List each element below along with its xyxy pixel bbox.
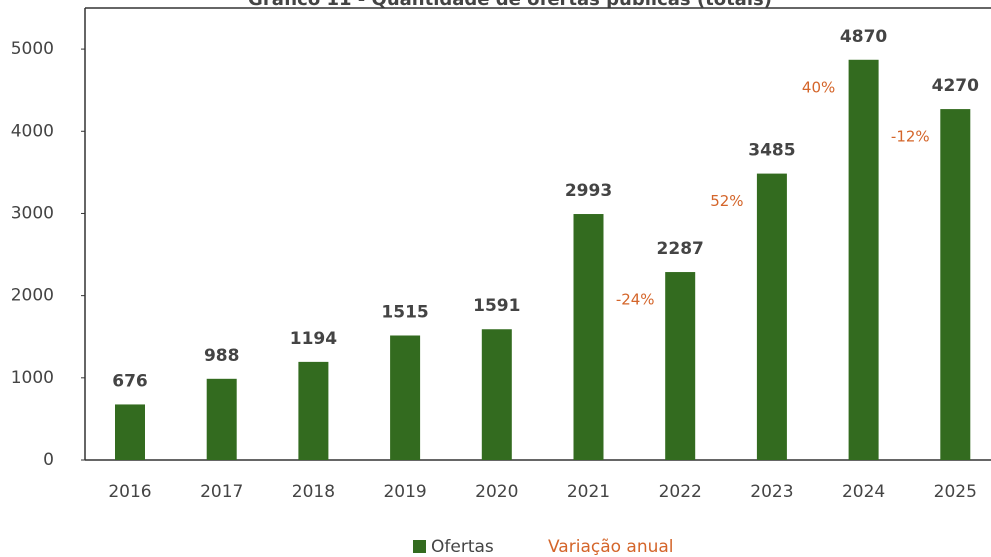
variation-label: -12% [891, 128, 930, 146]
value-label: 4870 [840, 27, 887, 47]
variation-label: 52% [710, 192, 743, 210]
bar [390, 335, 421, 460]
y-tick-label: 2000 [11, 286, 54, 306]
y-tick-label: 1000 [11, 368, 54, 388]
value-label: 1515 [381, 302, 428, 322]
bar [940, 109, 971, 461]
y-tick-label: 3000 [11, 203, 54, 223]
value-label: 1591 [473, 296, 520, 316]
bar [298, 361, 329, 460]
chart-title: Gráfico 11 - Quantidade de ofertas públi… [248, 0, 772, 10]
x-tick-label: 2020 [475, 482, 518, 502]
value-label: 2287 [657, 239, 704, 259]
legend-swatch [413, 540, 426, 553]
variation-label: 40% [802, 78, 835, 96]
x-tick-label: 2017 [200, 482, 243, 502]
value-label: 988 [204, 346, 240, 366]
legend-label: Ofertas [431, 537, 494, 557]
y-tick-label: 5000 [11, 39, 54, 59]
x-tick-label: 2022 [659, 482, 702, 502]
x-tick-label: 2025 [934, 482, 977, 502]
value-label: 3485 [748, 141, 795, 161]
value-label: 676 [112, 371, 148, 391]
x-tick-label: 2023 [750, 482, 793, 502]
bar [756, 173, 787, 460]
legend-label: Variação anual [548, 537, 674, 557]
x-tick-label: 2019 [383, 482, 426, 502]
value-label: 2993 [565, 181, 612, 201]
x-tick-label: 2018 [292, 482, 335, 502]
bar [115, 404, 145, 460]
bar [481, 329, 512, 460]
y-tick-label: 0 [43, 450, 54, 470]
bar [848, 59, 879, 461]
x-tick-label: 2016 [108, 482, 151, 502]
x-tick-label: 2021 [567, 482, 610, 502]
value-label: 4270 [932, 76, 979, 96]
variation-label: -24% [616, 291, 655, 309]
y-tick-label: 4000 [11, 121, 54, 141]
bar [665, 272, 696, 460]
x-tick-label: 2024 [842, 482, 885, 502]
bar [573, 214, 604, 460]
bar [206, 378, 237, 460]
value-label: 1194 [290, 329, 337, 349]
